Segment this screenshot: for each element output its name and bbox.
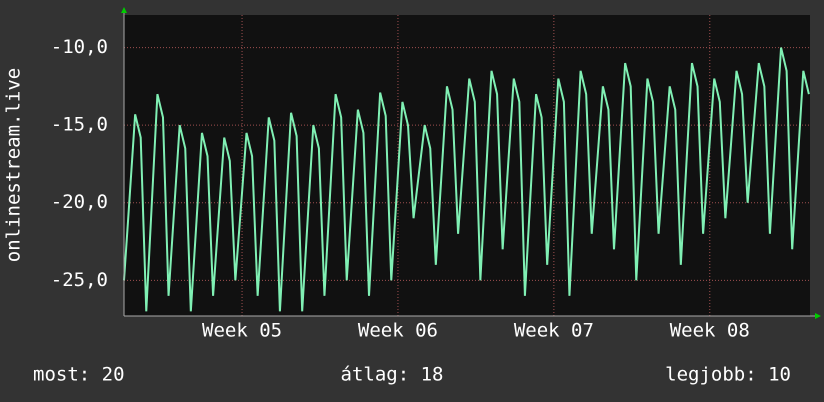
x-tick-label: Week 07 — [514, 320, 594, 342]
y-tick-label: -10,0 — [51, 36, 108, 58]
y-tick-label: -20,0 — [51, 191, 108, 213]
stat-best: legjobb: 10 — [665, 364, 791, 386]
stat-average: átlag: 18 — [341, 364, 444, 386]
y-tick-label: -25,0 — [51, 269, 108, 291]
plot-area — [124, 15, 810, 316]
y-axis-label: onlinestream.live — [3, 68, 25, 262]
x-tick-label: Week 05 — [202, 320, 282, 342]
stat-current: most: 20 — [33, 364, 125, 386]
y-arrow — [121, 7, 127, 13]
y-tick-label: -15,0 — [51, 114, 108, 136]
data-line — [123, 47, 810, 312]
x-tick-label: Week 06 — [358, 320, 438, 342]
x-arrow — [815, 313, 821, 319]
x-tick-label: Week 08 — [670, 320, 750, 342]
